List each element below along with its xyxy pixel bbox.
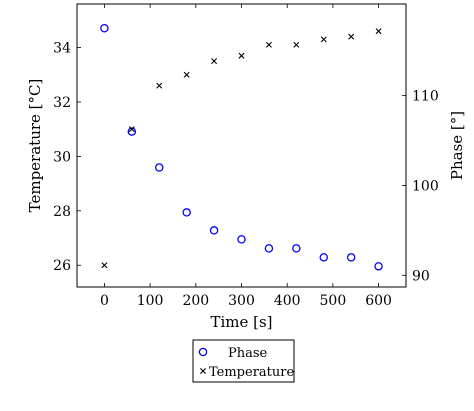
temperature-point [375, 28, 382, 35]
phase-point [154, 163, 164, 172]
ticks-layer: 0 100 200 300 400 500 600 26 28 30 32 34 90 100 110 [53, 4, 439, 309]
y-left-tick-label: 28 [53, 204, 71, 220]
phase-point [374, 262, 383, 271]
temperature-point [265, 41, 272, 48]
x-tick-label: 200 [182, 293, 209, 309]
x-tick-label: 600 [365, 293, 392, 309]
phase-point [237, 235, 246, 244]
x-tick-label: 500 [320, 293, 347, 309]
temperature-point [348, 33, 355, 40]
y-right-tick-label: 110 [412, 89, 439, 105]
temperature-point [128, 126, 135, 133]
phase-point [182, 208, 191, 217]
phase-point [292, 244, 301, 253]
x-tick-label: 300 [228, 293, 255, 309]
labels-layer: Time [s] Temperature [°C] Phase [°] [26, 79, 466, 331]
temperature-point [238, 52, 245, 59]
y-left-tick-label: 26 [53, 258, 71, 274]
temperature-point [183, 71, 190, 78]
temperature-point [293, 41, 300, 48]
temperature-point [211, 58, 218, 65]
phase-point [209, 226, 219, 235]
marks-layer [100, 24, 383, 271]
plot-frame [76, 3, 407, 288]
phase-point [100, 24, 109, 33]
temperature-point [156, 82, 163, 89]
y-right-tick-label: 90 [412, 268, 430, 284]
y-left-tick-label: 32 [53, 95, 71, 111]
phase-point [264, 244, 274, 253]
legend-temperature-marker [200, 368, 206, 374]
temperature-point [320, 36, 327, 43]
x-tick-label: 0 [100, 293, 109, 309]
x-tick-label: 400 [274, 293, 301, 309]
legend-box [192, 339, 295, 383]
legend-phase-marker [198, 347, 208, 357]
legend-temperature-label: Temperature [209, 365, 294, 380]
legend-phase-label: Phase [228, 346, 268, 361]
y-left-axis-label: Temperature [°C] [26, 79, 44, 213]
phase-point [319, 253, 328, 262]
phase-point [127, 127, 137, 136]
x-tick-label: 100 [137, 293, 164, 309]
x-axis-label: Time [s] [210, 313, 272, 331]
y-left-tick-label: 30 [53, 149, 71, 165]
temperature-point [101, 262, 108, 269]
phase-point [346, 253, 356, 262]
y-left-tick-label: 34 [53, 41, 71, 57]
legend: Phase Temperature [192, 339, 295, 383]
y-right-tick-label: 100 [412, 178, 439, 194]
y-right-axis-label: Phase [°] [448, 111, 466, 180]
